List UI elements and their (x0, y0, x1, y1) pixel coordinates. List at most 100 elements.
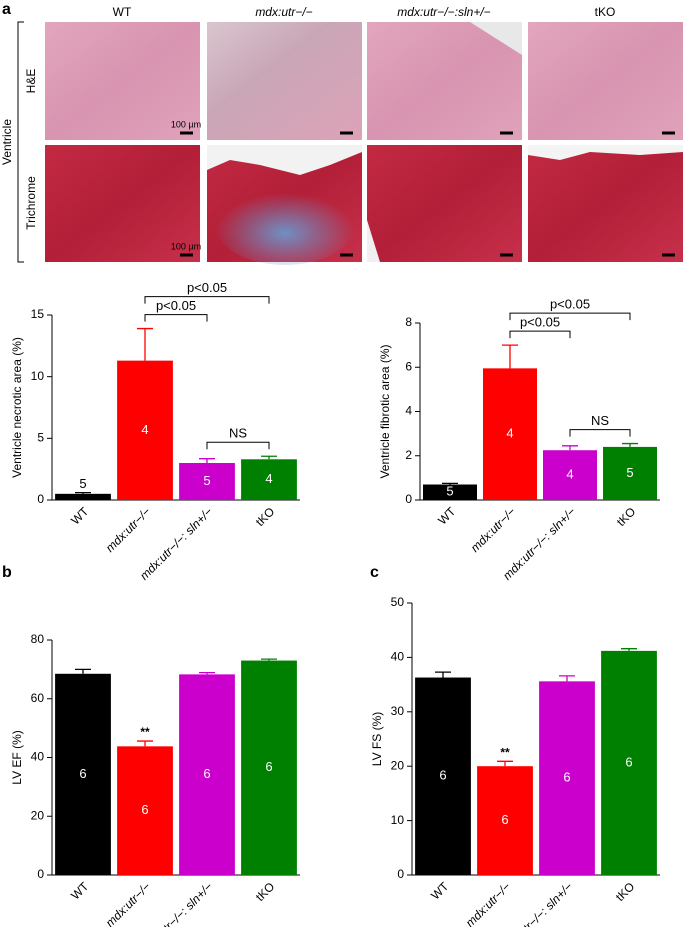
comparison-bracket (509, 330, 571, 339)
comparison-label: NS (229, 426, 247, 441)
n-label: 4 (506, 426, 513, 441)
comparison-bracket (144, 296, 270, 304)
error-bar (199, 671, 215, 675)
scale-bar-label: 100 µm (171, 241, 201, 251)
error-bar (497, 760, 513, 767)
y-tick-label: 40 (31, 750, 45, 764)
scale-bar-label: 100 µm (171, 119, 201, 129)
bar-chart: 0 5 10 15 Ventricle necrotic area (%) 5 WT 4 mdx… (10, 280, 300, 583)
histology-background (367, 220, 380, 262)
y-tick-label: 60 (31, 691, 45, 705)
comparison-label: p<0.05 (156, 298, 196, 313)
error-bar (199, 458, 215, 463)
n-label: 6 (563, 770, 570, 785)
x-tick-label: WT (68, 879, 92, 903)
x-tick-label: tKO (614, 504, 639, 529)
panel-label: c (370, 564, 379, 581)
row-label: H&E (24, 69, 38, 94)
fibrosis-region (215, 185, 355, 265)
n-label: 5 (626, 465, 633, 480)
error-bar (75, 491, 91, 494)
column-label: tKO (595, 5, 616, 19)
bar (539, 681, 595, 875)
x-tick-label: mdx:utr−/− (468, 504, 518, 554)
n-label: 4 (141, 422, 148, 437)
comparison-bracket (509, 312, 631, 321)
comparison-label: p<0.05 (187, 280, 227, 295)
y-tick-label: 6 (405, 359, 412, 373)
y-tick-label: 50 (391, 595, 405, 609)
error-bar (137, 327, 153, 361)
histology-background (528, 145, 683, 160)
y-axis-title: Ventricle necrotic area (%) (10, 337, 24, 478)
histology-image (45, 22, 200, 140)
n-label: 6 (439, 768, 446, 783)
significance-label: ** (500, 745, 510, 759)
y-tick-label: 4 (405, 404, 412, 418)
error-bar (562, 445, 578, 451)
x-tick-label: tKO (613, 879, 638, 904)
x-tick-label: mdx:utr−/− (103, 879, 153, 927)
error-bar (622, 442, 638, 447)
n-label: 5 (203, 473, 210, 488)
n-label: 4 (265, 471, 272, 486)
y-tick-label: 15 (31, 307, 45, 321)
bar (117, 360, 173, 500)
row-bracket (17, 21, 24, 263)
bar (603, 446, 657, 500)
n-label: 5 (446, 484, 453, 499)
comparison-bracket (206, 441, 270, 450)
n-label: 5 (79, 476, 86, 491)
bar (241, 660, 297, 875)
y-tick-label: 0 (405, 492, 412, 506)
bar (117, 746, 173, 875)
histology-image (367, 145, 522, 262)
row-label: Trichrome (24, 176, 38, 230)
n-label: 6 (501, 812, 508, 827)
column-label: mdx:utr−/−:sln+/− (397, 5, 490, 19)
histology-image (45, 145, 200, 262)
error-bar (502, 344, 518, 369)
y-tick-label: 20 (391, 758, 405, 772)
panel-label: a (2, 1, 11, 18)
histology-image (207, 22, 362, 140)
error-bar (261, 658, 277, 661)
y-tick-label: 10 (31, 369, 45, 383)
error-bar (559, 675, 575, 682)
n-label: 6 (203, 766, 210, 781)
histology-background (207, 145, 362, 175)
n-label: 6 (625, 754, 632, 769)
y-tick-label: 80 (31, 632, 45, 646)
column-label: WT (113, 5, 132, 19)
n-label: 6 (265, 759, 272, 774)
x-tick-label: mdx:utr−/− (463, 879, 513, 927)
bar (179, 674, 235, 875)
bar (55, 673, 111, 875)
x-tick-label: mdx:utr−/− (103, 504, 153, 554)
comparison-bracket (144, 314, 208, 322)
comparison-label: NS (591, 413, 609, 428)
x-tick-label: tKO (253, 879, 278, 904)
y-tick-label: 2 (405, 448, 412, 462)
histology-image (528, 145, 683, 262)
bar (543, 450, 597, 500)
y-axis-title: LV FS (%) (370, 712, 384, 766)
comparison-label: p<0.05 (520, 315, 560, 330)
panel-label: b (2, 564, 12, 581)
group-label: Ventricle (0, 119, 14, 165)
bar (179, 463, 235, 500)
x-tick-label: WT (68, 504, 92, 528)
bar-chart: 0 2 4 6 8 Ventricle fibrotic area (%) 5 WT 4 mdx:… (378, 297, 660, 583)
error-bar (261, 455, 277, 460)
n-label: 4 (566, 467, 573, 482)
y-tick-label: 5 (37, 431, 44, 445)
y-tick-label: 30 (391, 704, 405, 718)
y-tick-label: 0 (397, 867, 404, 881)
histology-image (528, 22, 683, 140)
bar (415, 677, 471, 875)
bar (55, 493, 111, 500)
comparison-bracket (569, 429, 631, 437)
